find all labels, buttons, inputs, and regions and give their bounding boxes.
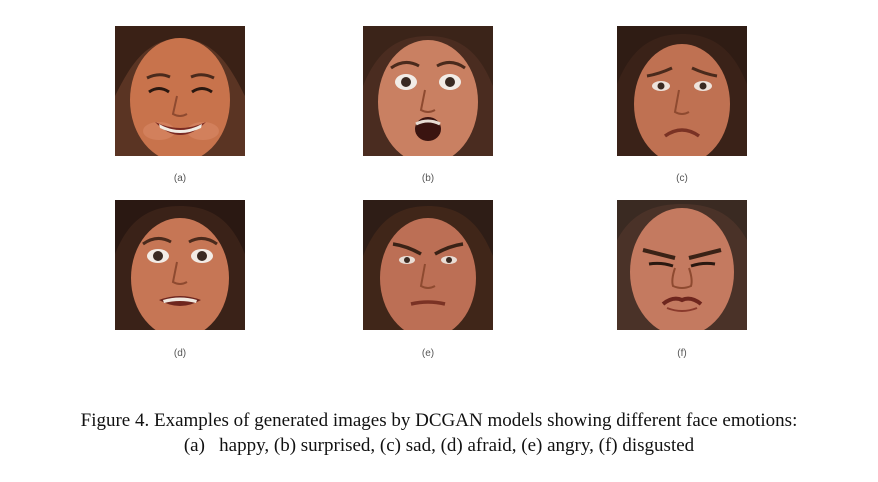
panel-label-f: (f) (677, 348, 687, 359)
face-image-surprised (363, 26, 493, 156)
panel-label-d: (d) (173, 348, 187, 359)
caption-line-2: (a) happy, (b) surprised, (c) sad, (d) a… (183, 435, 695, 456)
face-image-disgusted (617, 200, 747, 330)
face-image-sad (617, 26, 747, 156)
panel-label-b: (b) (421, 173, 435, 184)
panel-label-e: (e) (421, 348, 435, 359)
panel-label-c: (c) (676, 173, 688, 184)
figure-caption: Figure 4. Examples of generated images b… (0, 408, 878, 458)
caption-line-1: Figure 4. Examples of generated images b… (80, 410, 798, 431)
face-image-afraid (115, 200, 245, 330)
face-image-happy (115, 26, 245, 156)
panel-label-a: (a) (173, 173, 187, 184)
face-image-angry (363, 200, 493, 330)
